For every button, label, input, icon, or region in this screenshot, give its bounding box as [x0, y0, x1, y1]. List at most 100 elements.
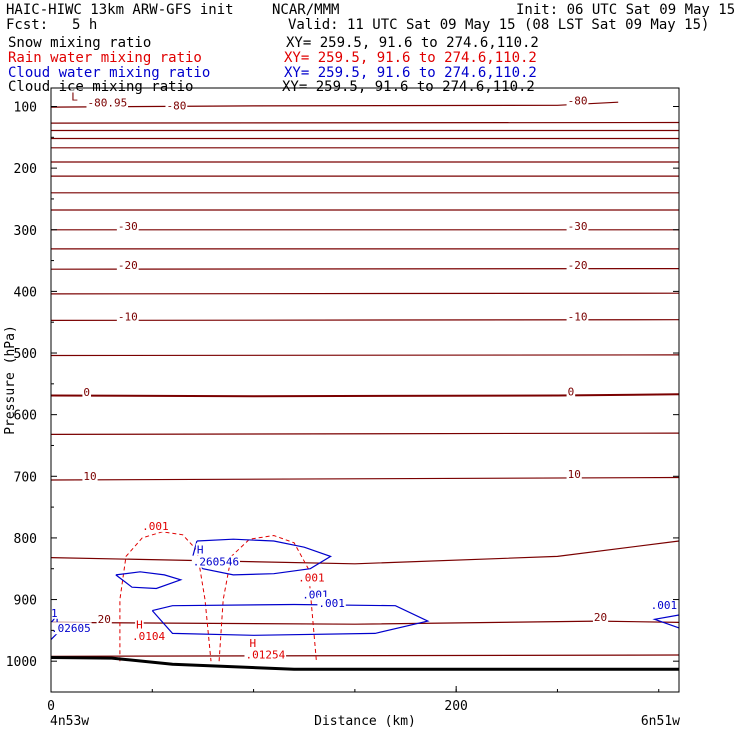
isotherm-line — [50, 354, 680, 357]
field-cloudwater-xy: XY= 259.5, 91.6 to 274.6,110.2 — [284, 65, 537, 81]
isotherm-label-bg — [86, 96, 129, 109]
plot-frame — [50, 87, 680, 693]
right-endpoint-label: 6n51w — [641, 714, 680, 729]
isotherm-line — [50, 654, 680, 657]
rain-water-label-bg — [141, 519, 170, 532]
x-axis-label: Distance (km) — [314, 714, 416, 729]
isotherm-label-bg — [165, 99, 188, 112]
cloud-water-label-bg — [649, 598, 679, 611]
isotherm-label-bg — [566, 259, 589, 272]
isotherm-label: -20 — [568, 259, 588, 272]
y-tick-label: 700 — [14, 470, 37, 485]
isotherm-label: -80.95 — [87, 96, 127, 109]
cloud-water-label-bg — [191, 555, 241, 568]
rain-water-label-bg — [244, 648, 287, 661]
cloud-water-contour — [115, 571, 183, 590]
rain-water-label-bg — [131, 630, 167, 643]
cloud-water-label: H — [197, 543, 204, 556]
isotherm-label-bg — [116, 259, 139, 272]
rain-water-label: .001 — [298, 572, 325, 585]
isotherm-label: 20 — [594, 611, 607, 624]
isotherm-label: 10 — [83, 470, 96, 483]
isotherm-label: -80 — [568, 95, 588, 108]
cloud-water-label: .260546 — [193, 556, 239, 569]
isotherm-line — [50, 432, 680, 435]
isotherm-label: -30 — [118, 220, 138, 233]
isotherm-label: -20 — [118, 259, 138, 272]
isotherm-label-bg — [116, 310, 139, 323]
field-cloudwater-name: Cloud water mixing ratio — [8, 65, 211, 81]
isotherm-label-bg — [96, 612, 112, 625]
y-tick-label: 500 — [14, 347, 37, 362]
isotherm-label-bg — [566, 219, 589, 232]
isotherm-label-bg — [566, 385, 576, 398]
cloud-water-contour — [151, 603, 430, 636]
isotherm-line — [50, 121, 680, 124]
y-tick-label: 200 — [14, 162, 37, 177]
valid-time: Valid: 11 UTC Sat 09 May 15 (08 LST Sat … — [288, 17, 710, 33]
isotherm-label-bg — [116, 219, 139, 232]
isotherm-line — [50, 476, 680, 481]
isotherm-label-bg — [592, 611, 609, 624]
cloud-water-label: .001 — [318, 597, 345, 610]
cloud-water-label: .001 — [651, 599, 678, 612]
field-cloudice-xy: XY= 259.5, 91.6 to 274.6,110.2 — [282, 79, 535, 95]
y-tick-label: 400 — [14, 285, 37, 300]
isotherm-label-bg — [566, 94, 589, 107]
init-time: Init: 06 UTC Sat 09 May 15 — [516, 2, 736, 18]
isotherm-label: -80 — [166, 100, 186, 113]
terrain-layer — [50, 656, 679, 671]
field-snow-xy: XY= 259.5, 91.6 to 274.6,110.2 — [286, 35, 539, 51]
rain-water-label-bg — [135, 618, 144, 631]
isotherm-label-bg — [566, 468, 582, 481]
rain-water-label: H — [250, 637, 257, 650]
cloud-water-label-bg — [50, 622, 92, 635]
isotherm-line — [50, 292, 680, 295]
isotherm-label-bg — [82, 469, 98, 482]
isotherm-line — [50, 101, 619, 108]
isotherm-label: 0 — [83, 386, 90, 399]
cloud-water-label-bg — [50, 606, 59, 619]
isotherm-layer — [50, 101, 680, 657]
cloud-water-label: .02605 — [51, 622, 91, 635]
isotherm-label-bg — [82, 386, 92, 399]
y-tick-label: 300 — [14, 224, 37, 239]
isotherm-label: -30 — [568, 220, 588, 233]
rain-water-contour — [218, 534, 317, 662]
isotherm-label-bg — [566, 310, 589, 323]
y-tick-label: 900 — [14, 594, 37, 609]
rain-water-label: H — [136, 619, 143, 632]
cloud-water-contour — [652, 614, 680, 629]
field-snow-name: Snow mixing ratio — [8, 35, 152, 51]
isotherm-label: L — [71, 90, 78, 103]
y-tick-label: 800 — [14, 532, 37, 547]
field-rain-name: Rain water mixing ratio — [8, 50, 202, 66]
isotherm-label: 10 — [568, 468, 581, 481]
y-axis-label: Pressure (hPa) — [3, 325, 18, 435]
fcst-label: Fcst: — [6, 17, 49, 33]
isotherm-label: 0 — [568, 386, 575, 399]
isotherm-label: -10 — [568, 310, 588, 323]
cloud-water-label-bg — [195, 543, 205, 556]
isotherm-label: 20 — [98, 613, 111, 626]
model-title: HAIC-HIWC 13km ARW-GFS init — [6, 2, 234, 18]
rain-water-label: .001 — [142, 520, 169, 533]
y-tick-label: 600 — [14, 409, 37, 424]
isotherm-line — [50, 620, 680, 625]
isotherm-label-bg — [70, 90, 79, 103]
left-endpoint-label: 4n53w — [50, 714, 89, 729]
org-label: NCAR/MMM — [272, 2, 340, 18]
field-rain-xy: XY= 259.5, 91.6 to 274.6,110.2 — [284, 50, 537, 66]
cloud-water-label-bg — [317, 596, 346, 609]
rain-water-label: .0104 — [132, 630, 165, 643]
fcst-value: 5 h — [72, 17, 98, 33]
terrain-line — [50, 656, 679, 671]
y-tick-label: 1000 — [6, 655, 37, 670]
y-tick-label: 100 — [14, 100, 37, 115]
isotherm-line — [50, 540, 680, 565]
rain-water-label: .01254 — [245, 649, 285, 662]
isotherm-line — [50, 393, 680, 398]
isotherm-label: -10 — [118, 310, 138, 323]
